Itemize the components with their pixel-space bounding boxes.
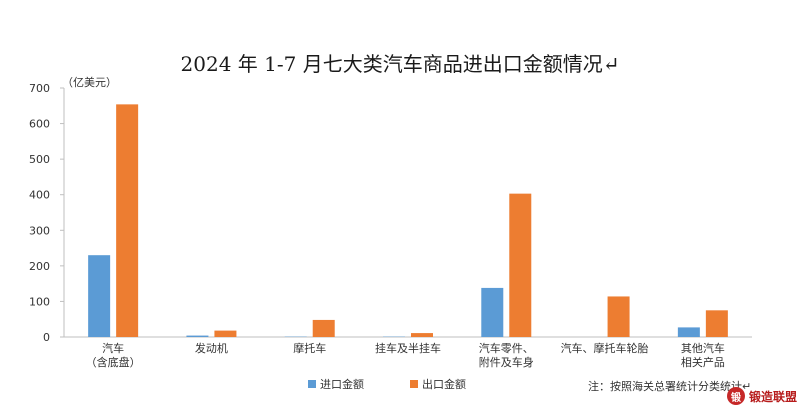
import-bar xyxy=(88,255,111,337)
x-category-label: 发动机 xyxy=(156,342,266,356)
import-bar xyxy=(677,327,700,337)
x-category-label: 挂车及半挂车 xyxy=(353,342,463,356)
y-tick-label: 300 xyxy=(29,224,50,237)
legend-import: 进口金额 xyxy=(308,376,364,392)
x-category-label-line: 挂车及半挂车 xyxy=(375,342,441,355)
brand-logo-mark: 锻 xyxy=(727,387,745,405)
x-category-label-line: 附件及车身 xyxy=(478,356,534,369)
legend-import-label: 进口金额 xyxy=(320,378,364,391)
y-tick-label: 100 xyxy=(29,295,50,308)
legend-export-label: 出口金额 xyxy=(422,378,466,391)
export-bar xyxy=(116,104,139,337)
y-tick-label: 700 xyxy=(29,82,50,95)
y-axis-unit: （亿美元） xyxy=(62,76,117,89)
chart-title: 2024 年 1-7 月七大类汽车商品进出口金额情况↵ xyxy=(180,52,620,76)
import-bar xyxy=(186,335,209,337)
x-category-label-line: 汽车、摩托车轮胎 xyxy=(560,342,649,355)
import-bar xyxy=(481,287,504,337)
x-category-label: 汽车、摩托车轮胎 xyxy=(550,342,660,356)
brand-logo-text: 锻造联盟 xyxy=(749,389,798,404)
x-category-label-line: 发动机 xyxy=(194,342,228,355)
x-category-label: 汽车 （含底盘） xyxy=(58,342,168,370)
x-category-label-line: 相关产品 xyxy=(680,356,725,369)
export-bar xyxy=(509,193,532,337)
export-bar xyxy=(607,296,630,337)
y-tick-label: 400 xyxy=(29,189,50,202)
export-bar xyxy=(411,333,433,337)
export-bar xyxy=(214,330,237,337)
y-tick-label: 500 xyxy=(29,153,50,166)
y-tick-label: 0 xyxy=(43,331,50,344)
source-note: 注：按照海关总署统计分类统计↵ xyxy=(588,380,752,393)
y-tick-label: 200 xyxy=(29,260,50,273)
export-bar xyxy=(312,319,335,337)
brand-logo: 锻 锻造联盟 xyxy=(727,387,797,405)
x-category-label: 汽车零件、 附件及车身 xyxy=(451,342,561,370)
x-category-label-line: 汽车零件、 xyxy=(478,342,534,355)
export-bar xyxy=(705,310,728,337)
x-category-label-line: 摩托车 xyxy=(293,342,327,355)
x-category-label-line: （含底盘） xyxy=(85,356,141,369)
x-category-label-line: 汽车 xyxy=(102,342,125,355)
legend-export-swatch xyxy=(410,380,418,388)
x-category-label: 其他汽车 相关产品 xyxy=(648,342,758,370)
y-tick-label: 600 xyxy=(29,118,50,131)
legend-import-swatch xyxy=(308,380,316,388)
x-category-label: 摩托车 xyxy=(255,342,365,356)
x-category-label-line: 其他汽车 xyxy=(680,342,725,355)
legend-export: 出口金额 xyxy=(410,376,466,392)
